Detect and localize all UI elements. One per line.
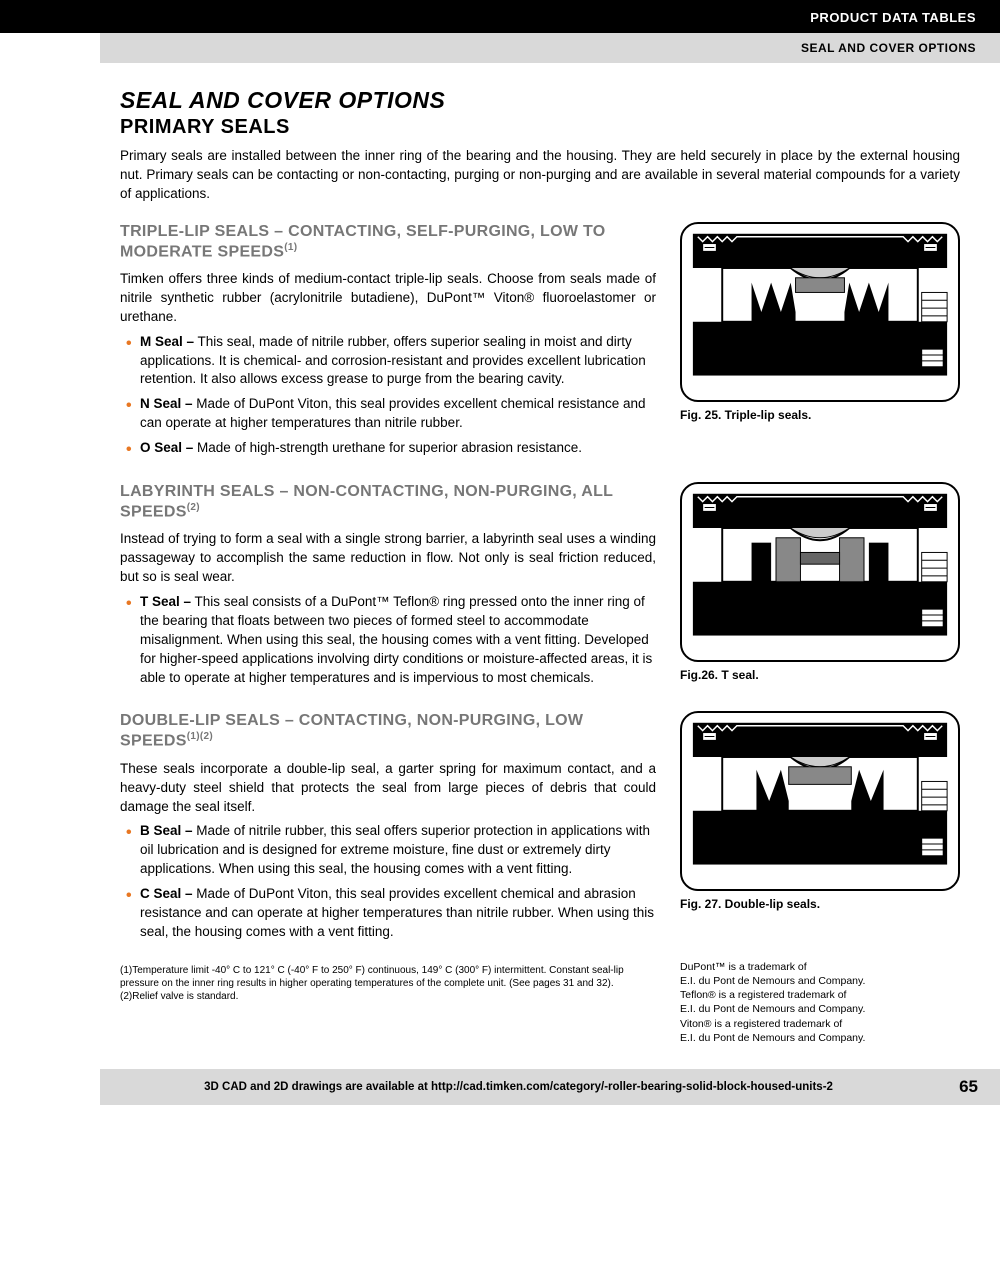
bullet-item: C Seal – Made of DuPont Viton, this seal… [120,885,656,942]
figure-diagram [680,482,960,662]
bullet-item: T Seal – This seal consists of a DuPont™… [120,593,656,687]
bullet-item: O Seal – Made of high-strength urethane … [120,439,656,458]
header-gray: SEAL AND COVER OPTIONS [100,33,1000,63]
bullet-list: T Seal – This seal consists of a DuPont™… [120,593,656,687]
section-heading: LABYRINTH SEALS – NON-CONTACTING, NON-PU… [120,482,656,522]
section: DOUBLE-LIP SEALS – CONTACTING, NON-PURGI… [120,711,960,947]
section: TRIPLE-LIP SEALS – CONTACTING, SELF-PURG… [120,222,960,464]
bullet-item: M Seal – This seal, made of nitrile rubb… [120,333,656,390]
figure-diagram [680,222,960,402]
section-paragraph: These seals incorporate a double-lip sea… [120,760,656,817]
bullet-list: B Seal – Made of nitrile rubber, this se… [120,822,656,941]
header-black: PRODUCT DATA TABLES [0,0,1000,33]
section-paragraph: Timken offers three kinds of medium-cont… [120,270,656,327]
trademark-note: DuPont™ is a trademark ofE.I. du Pont de… [680,960,960,1045]
footnote-1: (1)Temperature limit -40° C to 121° C (-… [120,964,656,990]
section-heading: TRIPLE-LIP SEALS – CONTACTING, SELF-PURG… [120,222,656,262]
figure-caption: Fig. 25. Triple-lip seals. [680,408,960,422]
footer-text: 3D CAD and 2D drawings are available at … [100,1081,937,1093]
subtitle: PRIMARY SEALS [120,116,960,139]
section-paragraph: Instead of trying to form a seal with a … [120,530,656,587]
footer: 3D CAD and 2D drawings are available at … [100,1069,1000,1105]
section: LABYRINTH SEALS – NON-CONTACTING, NON-PU… [120,482,960,693]
intro-paragraph: Primary seals are installed between the … [120,147,960,204]
figure-caption: Fig.26. T seal. [680,668,960,682]
bullet-list: M Seal – This seal, made of nitrile rubb… [120,333,656,458]
footnotes: (1)Temperature limit -40° C to 121° C (-… [120,964,656,1003]
bullet-item: N Seal – Made of DuPont Viton, this seal… [120,395,656,433]
section-heading: DOUBLE-LIP SEALS – CONTACTING, NON-PURGI… [120,711,656,751]
footnote-2: (2)Relief valve is standard. [120,990,656,1003]
figure-caption: Fig. 27. Double-lip seals. [680,897,960,911]
content: SEAL AND COVER OPTIONS PRIMARY SEALS Pri… [0,63,1000,1045]
bullet-item: B Seal – Made of nitrile rubber, this se… [120,822,656,879]
page-title: SEAL AND COVER OPTIONS [120,87,960,114]
figure-diagram [680,711,960,891]
page-number: 65 [937,1077,1000,1097]
